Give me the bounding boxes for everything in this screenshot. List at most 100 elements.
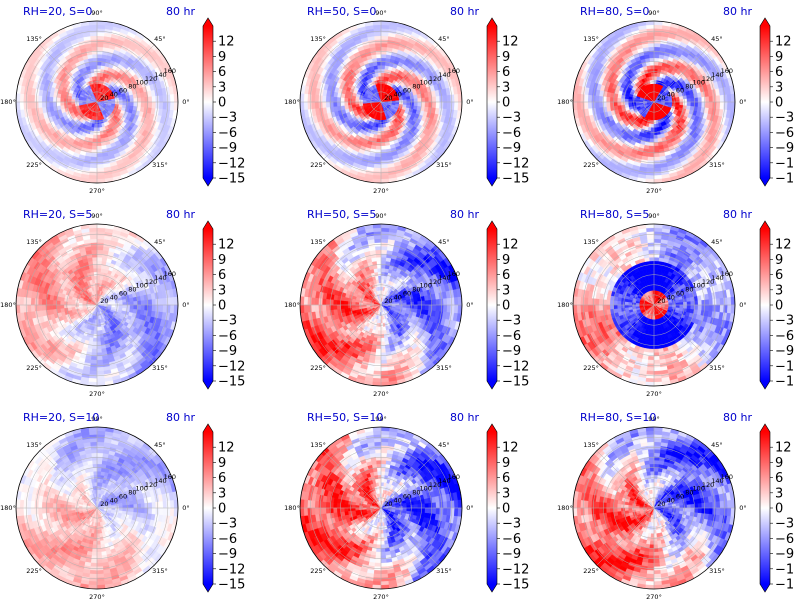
field-cell: [653, 142, 659, 147]
field-cell: [443, 94, 448, 103]
field-cell: [723, 101, 728, 110]
field-cell: [723, 94, 728, 103]
field-cell: [373, 171, 382, 176]
field-cell: [646, 28, 655, 33]
field-cell: [421, 101, 426, 107]
field-cell: [653, 175, 663, 180]
field-cell: [93, 334, 98, 339]
field-cell: [594, 95, 600, 103]
field-cell: [325, 101, 330, 108]
field-cell: [307, 101, 312, 110]
field-cell: [675, 101, 680, 105]
field-cell: [37, 95, 43, 103]
field-cell: [91, 253, 98, 258]
field-cell: [96, 153, 103, 158]
colorbar-tick-label: −3: [218, 111, 237, 126]
field-cell: [45, 101, 50, 108]
field-cell: [144, 96, 149, 103]
field-cell: [96, 138, 102, 143]
field-cell: [380, 35, 389, 40]
colorbar-gradient: [203, 26, 213, 178]
field-cell: [343, 101, 349, 107]
radial-tick-label: 120: [145, 75, 157, 83]
angle-tick-label: 315°: [152, 161, 168, 169]
field-cell: [719, 101, 725, 110]
radial-tick-label: 60: [119, 86, 127, 94]
colorbar-tick-label: 6: [502, 65, 510, 80]
colorbar-tick-label: −3: [775, 111, 794, 126]
field-cell: [377, 131, 382, 136]
field-cell: [56, 97, 61, 103]
field-cell: [96, 42, 104, 48]
radial-tick-label: 20: [657, 94, 665, 102]
field-cell: [96, 83, 100, 88]
field-cell: [645, 175, 655, 180]
field-cell: [417, 101, 422, 107]
field-cell: [598, 96, 603, 103]
field-cell: [96, 61, 102, 66]
field-cell: [96, 149, 103, 154]
field-cell: [580, 94, 585, 103]
field-cell: [653, 61, 659, 66]
field-cell: [45, 96, 50, 103]
field-cell: [450, 101, 455, 110]
field-cell: [96, 46, 103, 51]
field-cell: [602, 101, 607, 108]
field-cell: [373, 28, 382, 33]
field-cell: [653, 53, 660, 59]
field-cell: [648, 50, 655, 55]
field-cell: [148, 96, 153, 103]
field-cell: [376, 57, 382, 62]
field-cell: [89, 35, 98, 40]
field-cell: [380, 50, 387, 55]
field-cell: [653, 83, 657, 88]
field-cell: [89, 31, 98, 37]
field-cell: [310, 101, 316, 110]
field-cell: [332, 96, 338, 103]
field-cell: [646, 167, 655, 173]
angle-tick-label: 45°: [154, 35, 166, 43]
field-cell: [648, 145, 655, 151]
field-cell: [59, 300, 65, 306]
radial-tick-label: 20: [100, 94, 108, 102]
field-cell: [727, 101, 732, 111]
field-cell: [52, 101, 57, 107]
field-cell: [653, 138, 659, 143]
field-cell: [321, 101, 327, 109]
field-cell: [30, 94, 35, 103]
field-cell: [96, 345, 102, 350]
field-cell: [92, 64, 98, 70]
field-cell: [446, 101, 452, 110]
radial-tick-label: 40: [667, 90, 675, 98]
field-cell: [96, 50, 103, 55]
colorbar-tick-label: 6: [218, 65, 226, 80]
field-cell: [653, 35, 662, 40]
field-cell: [129, 304, 135, 310]
field-cell: [380, 24, 390, 29]
field-cell: [59, 97, 65, 103]
colorbar-tick-label: 9: [502, 50, 510, 65]
field-cell: [94, 326, 98, 331]
field-cell: [653, 156, 661, 162]
field-cell: [93, 127, 98, 132]
field-cell: [376, 134, 382, 140]
field-cell: [314, 101, 319, 110]
field-cell: [325, 96, 330, 103]
field-cell: [443, 101, 448, 110]
field-cell: [653, 76, 657, 81]
field-cell: [406, 101, 411, 106]
field-cell: [166, 101, 171, 110]
field-cell: [96, 53, 103, 59]
field-cell: [653, 171, 662, 176]
field-cell: [424, 101, 430, 108]
field-cell: [648, 53, 655, 59]
field-cell: [635, 99, 640, 103]
radial-tick-label: 40: [394, 90, 402, 98]
field-cell: [321, 95, 327, 103]
field-cell: [649, 57, 655, 62]
field-cell: [92, 345, 98, 350]
angle-tick-label: 135°: [310, 35, 326, 43]
field-cell: [96, 76, 100, 81]
angle-tick-label: 180°: [284, 98, 300, 106]
field-cell: [605, 96, 611, 103]
